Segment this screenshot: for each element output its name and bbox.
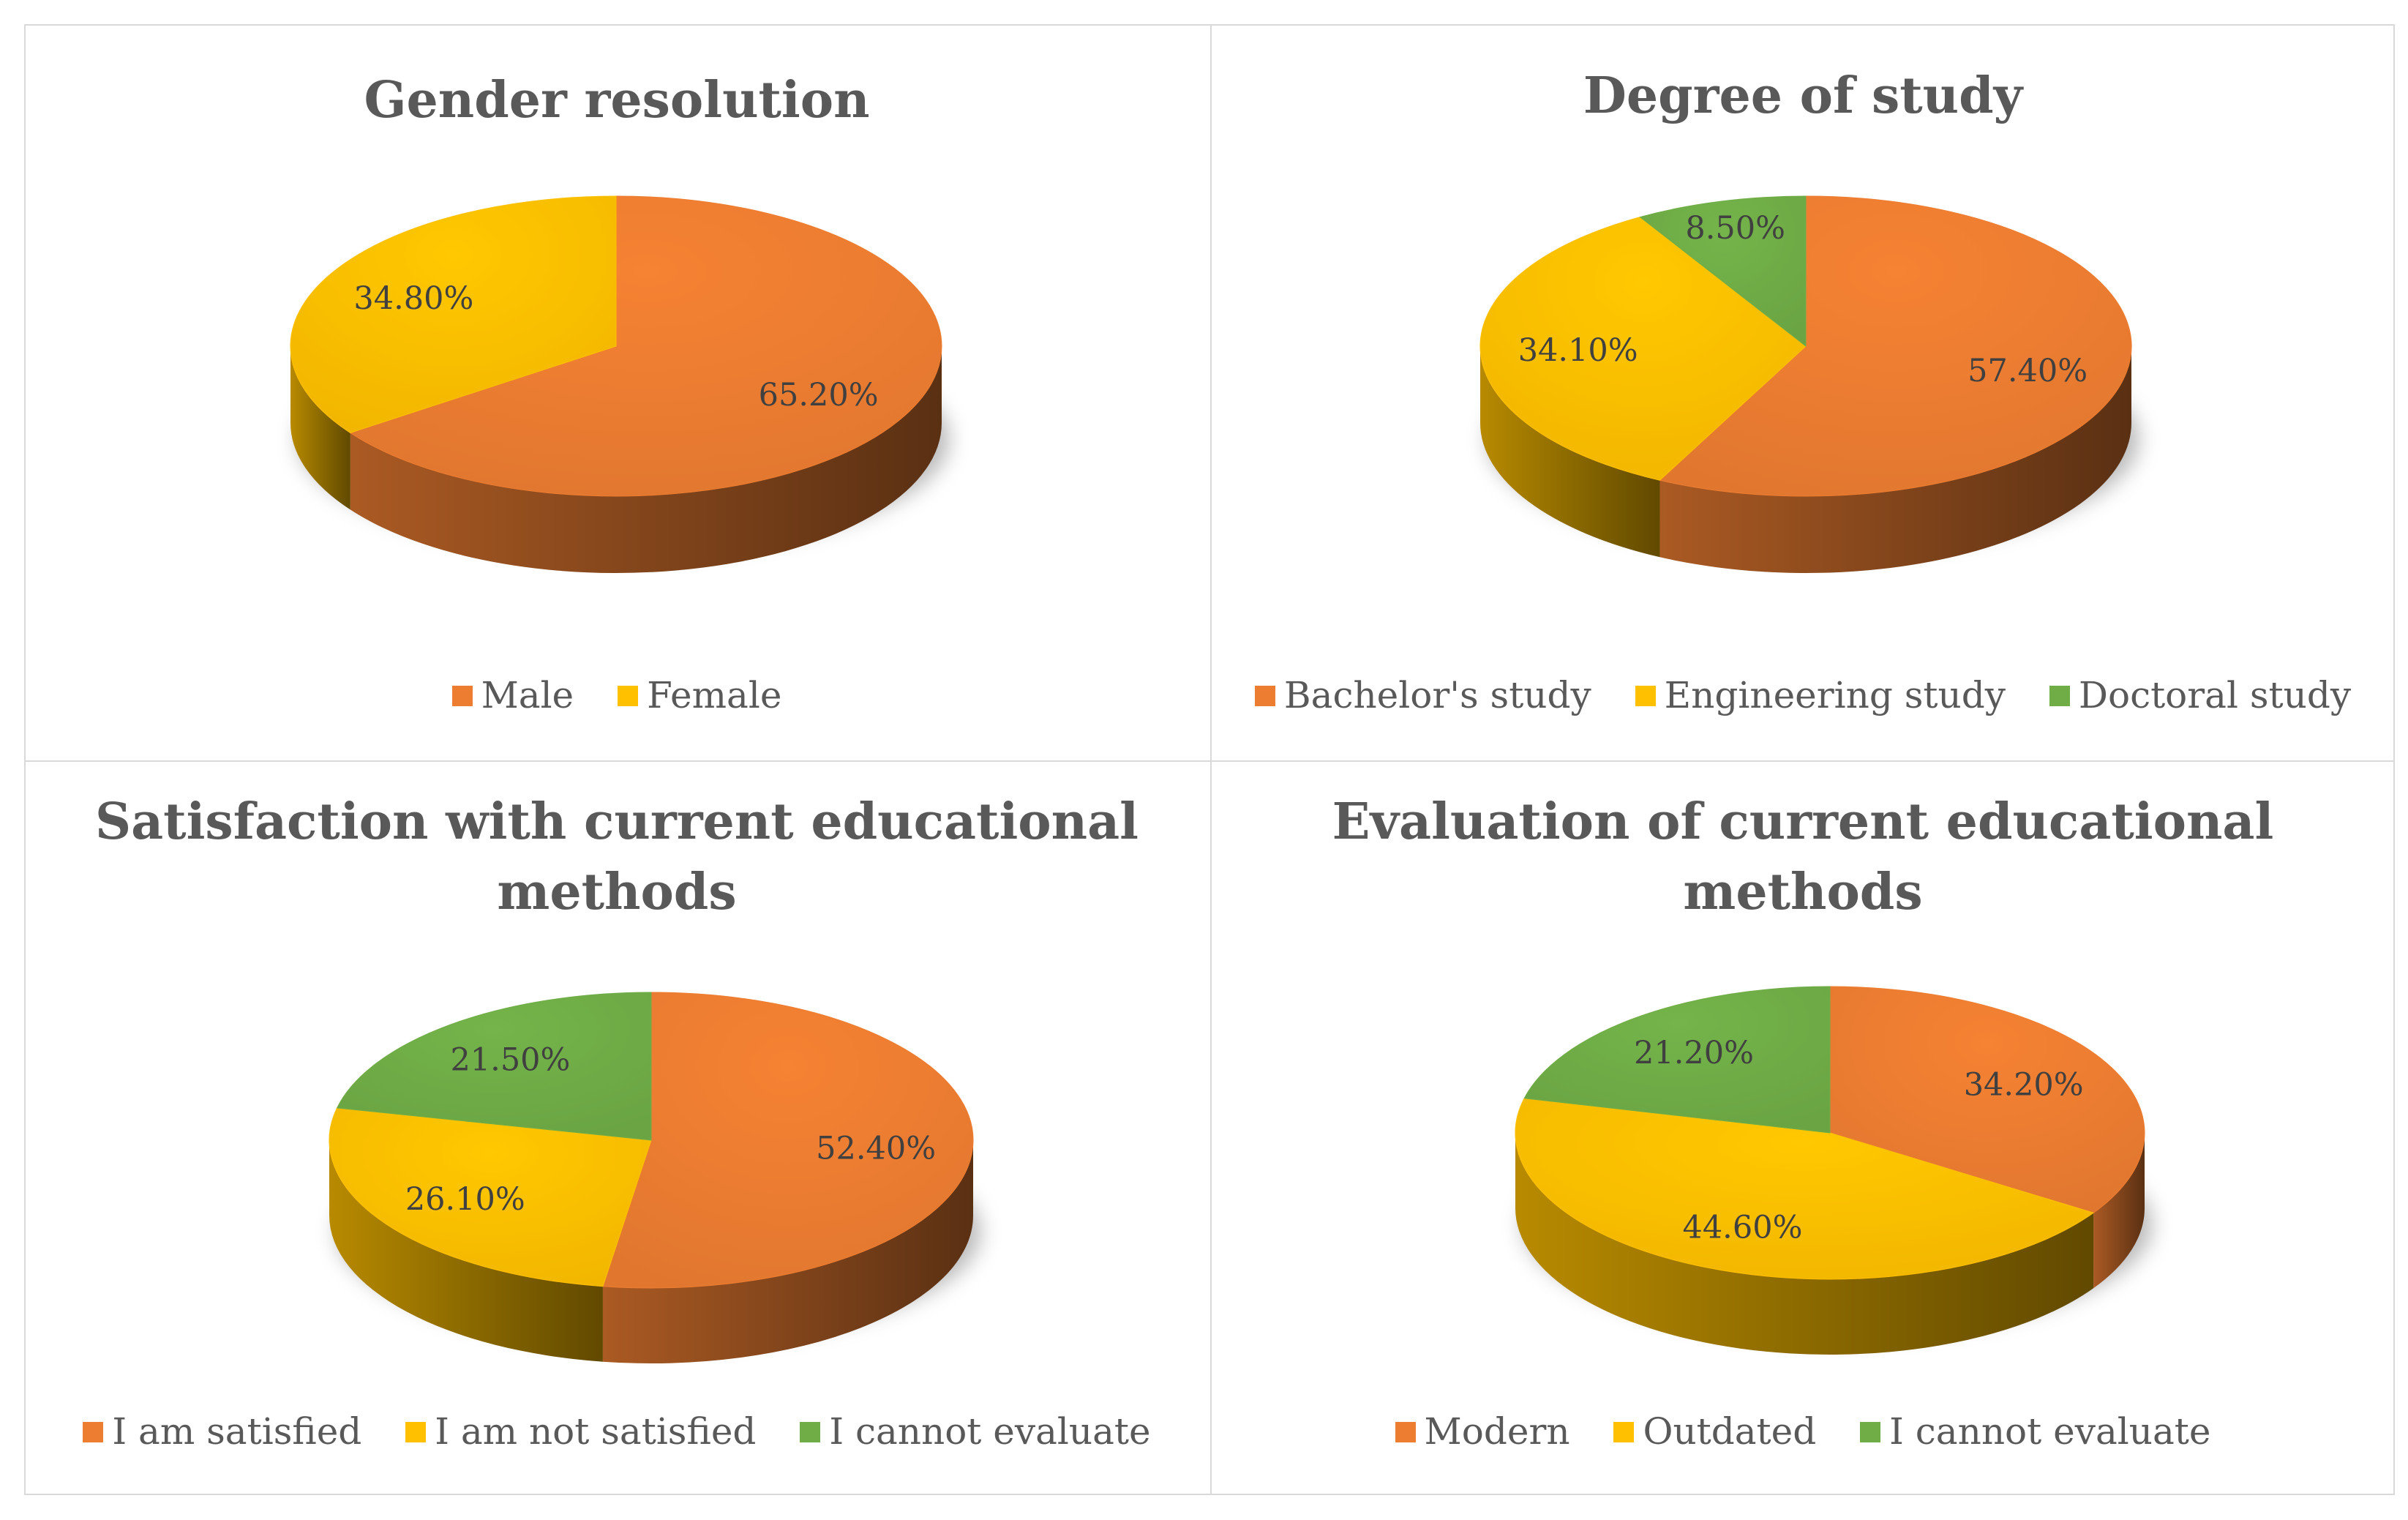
data-label: 21.50%: [450, 1042, 570, 1079]
pie-slice-side: [1480, 346, 1660, 558]
data-label: 57.40%: [1968, 353, 2088, 389]
panel-degree-of-study: Degree of study 57.40% 34.10% 8.50% Bachel…: [1212, 26, 2394, 760]
chart-title-line: Gender resolution: [364, 71, 870, 130]
legend-label: I am satisfied: [112, 1410, 362, 1453]
legend-label: I am not satisfied: [435, 1410, 757, 1453]
pie-slice: [1639, 195, 1807, 348]
legend-swatch-yellow: [405, 1422, 427, 1442]
pie-slice: [1829, 986, 2145, 1213]
pie-chart: 65.20% 34.80%: [290, 195, 949, 573]
legend: Modern Outdated I cannot evaluate: [1212, 1410, 2394, 1453]
pie-slice-side: [329, 1140, 603, 1362]
legend-item: Modern: [1395, 1410, 1570, 1453]
horizontal-divider: [26, 760, 2393, 762]
legend-item: I cannot evaluate: [1860, 1410, 2210, 1453]
legend-item: Outdated: [1613, 1410, 1816, 1453]
data-label: 65.20%: [759, 377, 879, 413]
legend: Bachelor's study Engineering study Docto…: [1212, 674, 2394, 716]
legend-swatch-orange: [1254, 686, 1275, 706]
panel-gender-resolution: Gender resolution 65.20% 34.80% Male Fema…: [26, 26, 1208, 760]
pie-chart: 52.40% 26.10% 21.50%: [329, 992, 980, 1363]
panel-evaluation: Evaluation of current educational method…: [1212, 762, 2394, 1496]
legend-swatch-green: [2049, 686, 2070, 706]
chart-title-line: Evaluation of current educational: [1332, 793, 2274, 851]
pie-slice: [602, 992, 974, 1289]
pie-slice: [1515, 1098, 2095, 1280]
chart-title-line: methods: [497, 863, 737, 921]
legend-swatch-green: [800, 1422, 821, 1442]
pie-slice: [1659, 195, 2132, 497]
pie-slice: [1523, 986, 1831, 1134]
data-label: 34.10%: [1518, 332, 1638, 369]
legend-swatch-yellow: [1635, 686, 1656, 706]
chart-title-line: Satisfaction with current educational: [95, 793, 1139, 851]
chart-title: Degree of study: [1212, 61, 2394, 131]
legend-item: Female: [618, 674, 781, 716]
pie-slice-side: [1515, 1133, 2094, 1355]
legend-swatch-orange: [451, 686, 473, 706]
legend-item: I am not satisfied: [405, 1410, 756, 1453]
legend: Male Female: [26, 674, 1208, 716]
legend-item: Doctoral study: [2049, 674, 2351, 716]
chart-title-line: methods: [1683, 863, 1923, 921]
legend-item: Bachelor's study: [1254, 674, 1591, 716]
pie-slice: [290, 195, 617, 433]
pie-slice-side: [350, 346, 942, 573]
data-label: 34.20%: [1964, 1066, 2084, 1103]
legend-label: Female: [647, 674, 782, 716]
legend-item: I am satisfied: [83, 1410, 361, 1453]
data-label: 8.50%: [1685, 210, 1785, 247]
chart-title: Satisfaction with current educational me…: [26, 787, 1208, 927]
legend-swatch-orange: [83, 1422, 104, 1442]
pie-slice-side: [1659, 346, 2131, 573]
legend-item: Male: [451, 674, 574, 716]
legend-swatch-orange: [1395, 1422, 1416, 1442]
legend-label: I cannot evaluate: [829, 1410, 1151, 1453]
chart-grid: Gender resolution 65.20% 34.80% Male Fema…: [24, 24, 2395, 1495]
chart-title: Gender resolution: [26, 65, 1208, 135]
legend-label: Outdated: [1643, 1410, 1817, 1453]
legend-label: Doctoral study: [2078, 674, 2352, 716]
legend-label: Modern: [1424, 1410, 1570, 1453]
data-label: 34.80%: [353, 280, 473, 317]
pie-slice: [329, 1107, 652, 1287]
pie-slice-side: [602, 1140, 973, 1363]
legend: I am satisfied I am not satisfied I cann…: [26, 1410, 1208, 1453]
pie-chart: 57.40% 34.10% 8.50%: [1479, 195, 2139, 573]
legend-swatch-green: [1860, 1422, 1881, 1442]
pie-slice: [336, 992, 652, 1141]
pie-slice-side: [290, 346, 350, 510]
panel-satisfaction: Satisfaction with current educational me…: [26, 762, 1208, 1496]
data-label: 44.60%: [1682, 1209, 1802, 1246]
vertical-divider: [1210, 26, 1212, 1494]
chart-title: Evaluation of current educational method…: [1212, 787, 2394, 927]
legend-swatch-yellow: [618, 686, 639, 706]
data-label: 52.40%: [816, 1131, 936, 1167]
data-label: 26.10%: [405, 1181, 525, 1218]
legend-item: I cannot evaluate: [800, 1410, 1151, 1453]
legend-label: Bachelor's study: [1283, 674, 1591, 716]
legend-label: Male: [481, 674, 574, 716]
legend-label: Engineering study: [1664, 674, 2006, 716]
legend-label: I cannot evaluate: [1889, 1410, 2211, 1453]
pie-slice: [349, 195, 942, 497]
pie-slice-side: [2093, 1133, 2145, 1289]
pie-chart: 34.20% 44.60% 21.20%: [1515, 986, 2152, 1355]
legend-swatch-yellow: [1613, 1422, 1635, 1442]
chart-title-line: Degree of study: [1583, 67, 2023, 125]
legend-item: Engineering study: [1635, 674, 2006, 716]
data-label: 21.20%: [1634, 1035, 1754, 1071]
